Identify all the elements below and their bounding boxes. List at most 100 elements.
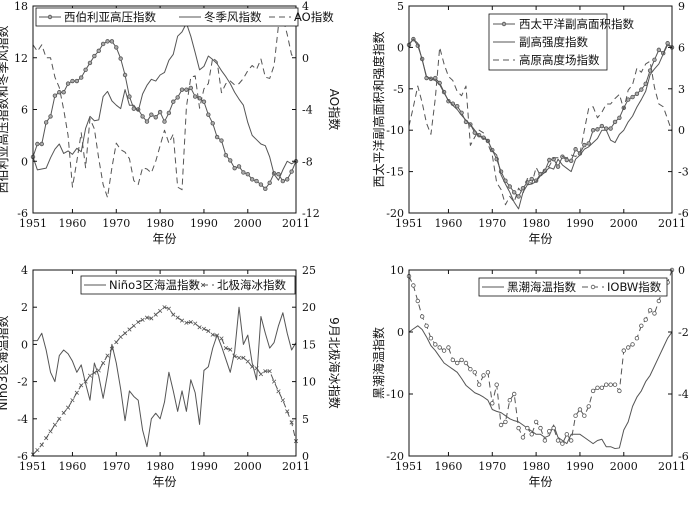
data-point-marker-15	[96, 48, 101, 54]
data-point-marker-58	[285, 409, 290, 414]
legend-box	[35, 7, 299, 27]
series-西伯利亚高压指数	[30, 39, 299, 192]
y-right-tick-label: 0	[678, 264, 685, 277]
data-point-marker-39	[201, 99, 207, 104]
data-point-marker-34	[179, 87, 185, 92]
data-point-marker-26	[520, 435, 526, 440]
data-point-marker-9	[70, 78, 75, 84]
data-point-marker-14	[468, 367, 473, 372]
data-point-marker-17	[481, 373, 486, 378]
data-point-marker-38	[573, 413, 578, 418]
data-point-marker-42	[214, 134, 220, 140]
y-left-axis-title: 西太平洋副高面积和强度指数	[371, 31, 386, 187]
data-point-marker-52	[258, 372, 264, 377]
data-point-marker-18	[109, 346, 114, 351]
data-point-marker-8	[65, 405, 71, 410]
data-point-marker-52	[634, 336, 640, 341]
data-point-marker-30	[162, 119, 167, 124]
data-point-marker-57	[280, 398, 285, 403]
data-point-marker-53	[263, 369, 268, 374]
data-point-marker-27	[149, 112, 154, 117]
series-西太平洋副高面积指数	[406, 36, 675, 199]
data-point-marker-10	[74, 390, 79, 395]
data-point-marker-7	[437, 345, 442, 350]
data-point-marker-42	[590, 127, 596, 133]
y-left-tick-label: -5	[393, 83, 404, 96]
x-tick-label: 1980	[522, 217, 550, 230]
series-line	[32, 22, 297, 181]
y-right-tick-label: 4	[302, 0, 309, 13]
legend-entry-label: Niño3区海温指数	[109, 278, 200, 292]
chart-panel-siberian-high: 1951 1960 1970 1980 1990 2000 2011 年份 -6 0 6 12 18 -1…	[0, 0, 342, 246]
legend-entry-label: 西太平洋副高面积指数	[519, 17, 634, 31]
y-right-tick-label: 15	[302, 338, 316, 351]
data-point-marker-legend	[200, 282, 206, 288]
data-point-marker-41	[210, 332, 215, 337]
data-point-marker-34	[555, 438, 561, 443]
series-line	[408, 38, 673, 210]
data-point-marker-5	[428, 336, 434, 341]
data-point-marker-19	[490, 401, 495, 406]
x-tick-label: 1970	[102, 217, 130, 230]
x-axis-title: 年份	[152, 232, 176, 246]
data-point-marker-35	[184, 87, 189, 92]
data-point-marker-46	[608, 382, 613, 387]
y-right-tick-label: -6	[678, 450, 689, 463]
x-tick-label: 1980	[146, 460, 174, 473]
data-point-marker-59	[289, 420, 294, 425]
x-tick-label: 2011	[658, 460, 686, 473]
data-point-marker-59	[289, 169, 294, 174]
data-point-marker-52	[634, 91, 640, 96]
data-point-marker-19	[114, 45, 119, 50]
y-left-tick-label: -6	[17, 207, 28, 220]
data-point-marker-56	[276, 171, 281, 177]
x-tick-label: 1990	[190, 217, 218, 230]
series-冬季风指数	[32, 22, 297, 181]
x-tick-label: 2000	[234, 460, 262, 473]
data-point-marker-51	[254, 178, 259, 184]
y-right-axis-title: 9月北极海冰指数	[327, 317, 342, 409]
data-point-marker-24	[136, 319, 141, 325]
data-point-marker-23	[507, 398, 513, 403]
data-point-marker-47	[236, 164, 242, 169]
legend-entry-label: 西伯利亚高压指数	[64, 10, 156, 24]
x-tick-label: 2000	[234, 217, 262, 230]
data-point-marker-56	[652, 311, 657, 316]
data-point-marker-4	[424, 323, 429, 328]
data-point-marker-legend	[501, 21, 507, 27]
data-point-marker-42	[215, 333, 220, 338]
data-point-marker-23	[507, 184, 513, 189]
data-point-marker-51	[254, 366, 259, 371]
data-point-marker-30	[162, 305, 167, 310]
data-point-marker-41	[586, 404, 591, 409]
y-left-tick-label: 0	[21, 155, 28, 168]
y-right-tick-label: -6	[678, 207, 689, 220]
data-point-marker-53	[639, 87, 644, 92]
data-point-marker-36	[564, 432, 569, 437]
data-point-marker-47	[612, 382, 618, 387]
data-point-marker-24	[512, 190, 517, 195]
data-point-marker-15	[96, 368, 101, 373]
y-right-tick-label: -4	[678, 388, 689, 401]
data-point-marker-48	[617, 115, 622, 120]
data-point-marker-22	[503, 419, 508, 425]
data-point-marker-53	[263, 186, 268, 192]
y-right-tick-label: 9	[678, 0, 685, 13]
data-point-marker-16	[100, 41, 106, 47]
data-point-marker-15	[472, 370, 477, 375]
y-right-tick-label: 0	[678, 124, 685, 137]
data-point-marker-28	[153, 312, 158, 317]
data-point-marker-33	[551, 425, 556, 431]
data-point-marker-50	[625, 97, 631, 102]
data-point-marker-31	[166, 110, 172, 116]
data-point-marker-29	[533, 419, 539, 425]
y-left-axis-title: 黑潮海温指数	[371, 327, 386, 399]
data-point-marker-26	[144, 119, 150, 124]
data-point-marker-8	[441, 348, 447, 353]
data-point-marker-37	[568, 438, 574, 443]
plot-frame	[32, 269, 297, 457]
data-point-marker-23	[131, 323, 136, 328]
legend: Niño3区海温指数 北极海冰指数	[80, 275, 296, 295]
x-tick-label: 1960	[434, 217, 462, 230]
data-point-marker-2	[415, 298, 420, 304]
